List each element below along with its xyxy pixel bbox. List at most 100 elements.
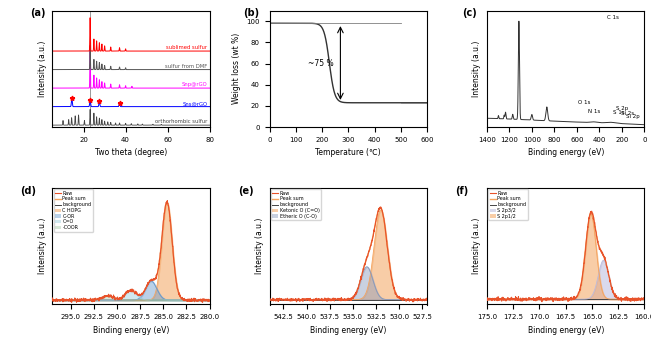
Text: C 1s: C 1s — [607, 15, 618, 20]
Peak sum — [204, 298, 212, 302]
Raw — [39, 298, 47, 302]
Peak sum — [108, 295, 116, 299]
Text: (e): (e) — [238, 186, 254, 196]
background — [81, 298, 89, 302]
background — [103, 298, 111, 302]
Raw — [102, 294, 110, 298]
Line: Peak sum: Peak sum — [477, 212, 651, 299]
Y-axis label: Intensity (a.u.): Intensity (a.u.) — [473, 41, 481, 97]
Raw — [256, 297, 264, 301]
background — [281, 298, 288, 302]
Peak sum — [542, 297, 550, 301]
background — [432, 298, 440, 302]
Text: Snp@rGO: Snp@rGO — [182, 82, 208, 88]
background — [256, 298, 264, 302]
Y-axis label: Intensity (a.u.): Intensity (a.u.) — [255, 218, 264, 274]
Peak sum — [432, 298, 440, 302]
X-axis label: Binding energy (eV): Binding energy (eV) — [527, 326, 604, 335]
Peak sum — [281, 298, 288, 302]
Peak sum — [215, 298, 223, 302]
background — [473, 297, 480, 301]
Text: (a): (a) — [30, 8, 46, 18]
Peak sum — [39, 298, 47, 302]
Line: Raw: Raw — [260, 207, 436, 302]
Peak sum — [299, 298, 307, 302]
Raw — [329, 297, 337, 301]
Text: O 1s: O 1s — [579, 100, 591, 105]
Y-axis label: Weight loss (wt %): Weight loss (wt %) — [232, 33, 241, 104]
Peak sum — [547, 297, 555, 301]
Text: N 1s: N 1s — [588, 109, 600, 114]
Raw — [325, 296, 333, 301]
background — [516, 297, 523, 301]
Legend: Raw, Peak sum, background, C HOPG, C-OR, C=O, -COOR: Raw, Peak sum, background, C HOPG, C-OR,… — [53, 189, 93, 232]
Text: S 1s: S 1s — [613, 111, 624, 116]
Line: Peak sum: Peak sum — [43, 202, 219, 300]
Y-axis label: Intensity (a.u.): Intensity (a.u.) — [38, 218, 46, 274]
Raw — [298, 298, 306, 302]
background — [63, 298, 71, 302]
X-axis label: Binding energy (eV): Binding energy (eV) — [310, 326, 387, 335]
Raw — [199, 300, 206, 304]
Raw — [409, 300, 417, 304]
Peak sum — [163, 200, 171, 204]
Raw — [215, 298, 223, 302]
background — [547, 297, 555, 301]
Line: Raw: Raw — [43, 201, 219, 302]
background — [204, 298, 212, 302]
Raw — [547, 295, 555, 300]
Legend: Raw, Peak sum, background, S 2p3/2, S 2p1/2: Raw, Peak sum, background, S 2p3/2, S 2p… — [488, 189, 528, 220]
background — [113, 298, 120, 302]
Peak sum — [587, 210, 595, 214]
Raw — [537, 296, 545, 301]
background — [108, 298, 116, 302]
background — [640, 297, 648, 301]
Raw — [320, 298, 327, 302]
X-axis label: Temperature (℃): Temperature (℃) — [316, 148, 381, 158]
background — [330, 298, 338, 302]
Raw — [63, 298, 71, 302]
Peak sum — [63, 298, 71, 302]
background — [39, 298, 47, 302]
X-axis label: Binding energy (eV): Binding energy (eV) — [92, 326, 169, 335]
background — [326, 298, 333, 302]
Line: Raw: Raw — [477, 211, 651, 302]
Raw — [432, 298, 440, 302]
Text: (f): (f) — [456, 186, 469, 196]
Text: sulfur from DMF: sulfur from DMF — [165, 64, 208, 69]
X-axis label: Binding energy (eV): Binding energy (eV) — [527, 148, 604, 158]
Raw — [107, 295, 115, 300]
Peak sum — [537, 297, 545, 301]
Peak sum — [330, 298, 338, 302]
Raw — [515, 297, 523, 301]
Peak sum — [113, 296, 120, 301]
background — [497, 297, 505, 301]
Y-axis label: Intensity (a.u.): Intensity (a.u.) — [473, 218, 481, 274]
Y-axis label: Intensity (a.u.): Intensity (a.u.) — [38, 41, 46, 97]
Raw — [588, 209, 596, 213]
Text: (c): (c) — [462, 8, 477, 18]
Legend: Raw, Peak sum, background, Ketonic O (C=O), Etheric O (C-O): Raw, Peak sum, background, Ketonic O (C=… — [271, 189, 321, 220]
X-axis label: Two theta (degree): Two theta (degree) — [95, 148, 167, 158]
Peak sum — [473, 297, 480, 301]
Text: (b): (b) — [243, 8, 259, 18]
Raw — [640, 296, 648, 300]
Peak sum — [326, 298, 333, 302]
Peak sum — [422, 298, 430, 302]
Text: Sns@rGO: Sns@rGO — [182, 101, 208, 106]
Text: orthorhombic sulfur: orthorhombic sulfur — [155, 119, 208, 124]
Raw — [643, 300, 650, 304]
Line: Peak sum: Peak sum — [260, 208, 436, 300]
Raw — [112, 296, 120, 300]
Raw — [163, 198, 171, 203]
Text: Si 2p: Si 2p — [626, 113, 640, 119]
Raw — [81, 299, 89, 303]
Peak sum — [320, 298, 328, 302]
background — [299, 298, 307, 302]
Raw — [473, 299, 480, 303]
background — [320, 298, 328, 302]
Peak sum — [376, 205, 384, 210]
Text: ~75 %: ~75 % — [308, 58, 334, 68]
background — [215, 298, 223, 302]
Peak sum — [103, 294, 111, 298]
